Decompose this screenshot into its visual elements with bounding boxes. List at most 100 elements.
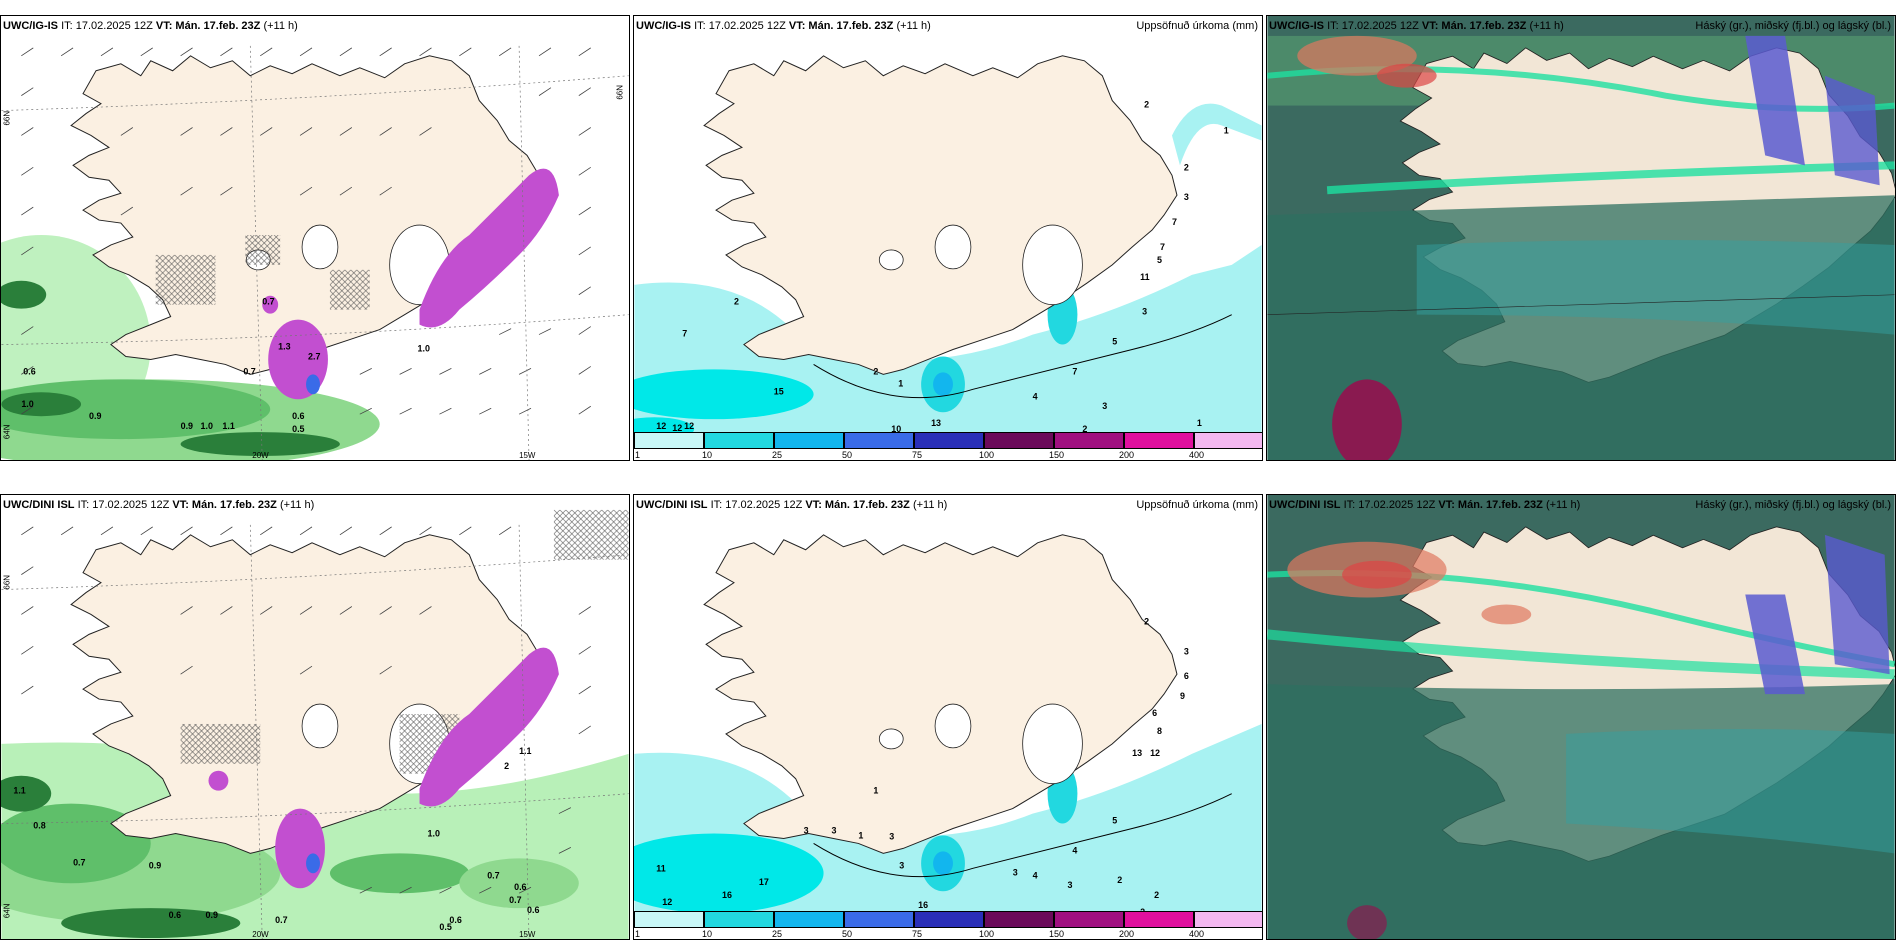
value-label: 0.9: [149, 860, 161, 870]
value-label: 0.6: [292, 411, 304, 421]
value-label: 0.9: [205, 910, 217, 920]
panel-header: UWC/DINI ISL IT: 17.02.2025 12Z VT: Mán.…: [1269, 499, 1581, 511]
colorbar: 1 10 25 50 75 100 150 200 400: [634, 911, 1262, 939]
accum-value: 3: [1142, 307, 1147, 317]
panel-title: Uppsöfnuð úrkoma (mm): [1136, 20, 1258, 32]
accum-value: 17: [759, 877, 769, 887]
accum-value: 2: [1144, 100, 1149, 110]
accum-value: 1: [1224, 125, 1229, 135]
accum-value: 7: [1160, 242, 1165, 252]
value-label: 0.6: [169, 910, 181, 920]
panel-title: Háský (gr.), miðský (fj.bl.) og lágský (…: [1695, 499, 1891, 511]
wind-barbs: [21, 47, 591, 415]
accum-value: 4: [1072, 845, 1077, 855]
accumulated-precip-map: 2 1 2 3 7 7 5 11 3 5 7 4 3 2 1 7 2 15 12…: [634, 16, 1262, 460]
lat-label: 64N: [2, 424, 11, 439]
colorbar-label: 150: [1049, 450, 1065, 460]
accum-value: 12: [662, 897, 672, 907]
panel-top-right: UWC/IG-IS IT: 17.02.2025 12Z VT: Mán. 17…: [1266, 15, 1896, 461]
accum-value: 5: [1112, 337, 1117, 347]
accum-value: 16: [918, 900, 928, 910]
accum-value: 4: [1033, 391, 1038, 401]
value-label: 0.6: [527, 905, 539, 915]
accum-value: 1: [1197, 418, 1202, 428]
accum-value: 12: [672, 423, 682, 433]
value-label: 1.0: [418, 343, 430, 353]
cloud-cover-map: [1267, 16, 1895, 460]
accum-value: 2: [1082, 424, 1087, 434]
lat-label: 66N: [2, 111, 11, 126]
value-label: 1.0: [21, 399, 33, 409]
colorbar-label: 1: [635, 450, 641, 460]
colorbar-label: 200: [1119, 450, 1135, 460]
colorbar-label: 100: [979, 450, 995, 460]
value-label: 0.7: [243, 366, 255, 376]
precip-wind-map: 0.6 1.0 0.9 0.9 1.0 1.1 0.7 0.6 0.5 0.7 …: [1, 16, 629, 460]
accum-value: 2: [1144, 616, 1149, 626]
accum-value: 7: [1172, 217, 1177, 227]
value-label: 0.7: [509, 895, 521, 905]
lat-label: 64N: [2, 903, 11, 918]
panel-header: UWC/IG-IS IT: 17.02.2025 12Z VT: Mán. 17…: [636, 20, 931, 32]
accum-value: 3: [1067, 880, 1072, 890]
colorbar: 1 10 25 50 75 100 150 200 400: [634, 432, 1262, 460]
value-label: 1.3: [278, 341, 290, 351]
colorbar-label: 400: [1189, 929, 1205, 939]
cloud-cover-map: [1267, 495, 1895, 939]
accum-value: 12: [1150, 748, 1160, 758]
accum-value: 4: [1033, 870, 1038, 880]
accum-value: 5: [1157, 255, 1162, 265]
panel-header: UWC/IG-IS IT: 17.02.2025 12Z VT: Mán. 17…: [1269, 20, 1564, 32]
accum-value: 3: [1184, 646, 1189, 656]
panel-top-mid: UWC/IG-IS IT: 17.02.2025 12Z VT: Mán. 17…: [633, 15, 1263, 461]
colorbar-label: 1: [635, 929, 641, 939]
colorbar-label: 50: [842, 450, 853, 460]
accum-value: 3: [1184, 192, 1189, 202]
value-label: 0.7: [487, 870, 499, 880]
accum-value: 6: [1184, 671, 1189, 681]
value-label: 1.1: [13, 786, 25, 796]
value-label: 0.9: [89, 411, 101, 421]
value-label: 0.5: [439, 922, 451, 932]
panel-header: UWC/IG-IS IT: 17.02.2025 12Z VT: Mán. 17…: [3, 20, 298, 32]
value-label: 0.7: [275, 915, 287, 925]
value-label: 0.6: [449, 915, 461, 925]
accum-value: 3: [804, 825, 809, 835]
accum-value: 2: [1154, 890, 1159, 900]
lon-label: 15W: [519, 930, 536, 939]
accum-value: 1: [898, 378, 903, 388]
value-label: 0.5: [292, 424, 304, 434]
panel-top-left: UWC/IG-IS IT: 17.02.2025 12Z VT: Mán. 17…: [0, 15, 630, 461]
accum-value: 12: [656, 421, 666, 431]
accum-value: 2: [1184, 162, 1189, 172]
panel-bot-mid: UWC/DINI ISL IT: 17.02.2025 12Z VT: Mán.…: [633, 494, 1263, 940]
accum-value: 10: [891, 424, 901, 434]
value-label: 0.9: [181, 421, 193, 431]
lon-label: 15W: [519, 451, 536, 460]
value-label: 0.8: [33, 820, 45, 830]
accum-value: 7: [682, 329, 687, 339]
value-label: 0.6: [514, 882, 526, 892]
colorbar-label: 50: [842, 929, 853, 939]
accum-value: 11: [656, 863, 665, 873]
accum-value: 3: [832, 825, 837, 835]
accum-value: 16: [722, 890, 732, 900]
colorbar-label: 10: [702, 450, 713, 460]
accum-value: 2: [734, 297, 739, 307]
colorbar-label: 150: [1049, 929, 1065, 939]
accum-value: 6: [1152, 708, 1157, 718]
panel-title: Háský (gr.), miðský (fj.bl.) og lágský (…: [1695, 20, 1891, 32]
colorbar-label: 75: [912, 450, 923, 460]
accum-value: 3: [1102, 401, 1107, 411]
panel-title: Uppsöfnuð úrkoma (mm): [1136, 499, 1258, 511]
accum-value: 2: [873, 366, 878, 376]
value-label: 2: [504, 761, 509, 771]
accum-value: 5: [1112, 816, 1117, 826]
accum-value: 3: [1013, 867, 1018, 877]
panel-bot-right: UWC/DINI ISL IT: 17.02.2025 12Z VT: Mán.…: [1266, 494, 1896, 940]
accum-value: 3: [889, 831, 894, 841]
accum-value: 11: [1140, 272, 1149, 282]
colorbar-label: 10: [702, 929, 713, 939]
wind-barbs: [21, 526, 591, 894]
precip-wind-map: 1.1 0.8 0.7 0.9 0.6 0.9 0.7 0.6 0.7 0.7 …: [1, 495, 629, 939]
